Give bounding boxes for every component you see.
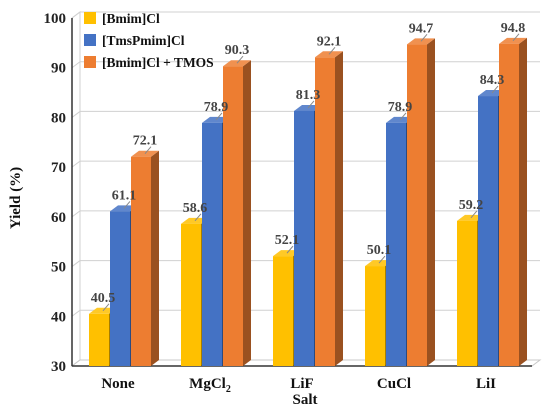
bars: [89, 37, 527, 367]
data-label-leader: [491, 85, 499, 94]
data-label-leader: [420, 34, 428, 42]
y-tick-label: 30: [51, 359, 66, 375]
gridline-side: [71, 111, 81, 118]
bar-front: [89, 313, 109, 366]
bar-front: [131, 156, 151, 366]
y-tick-label: 50: [51, 260, 66, 276]
data-label: 52.1: [275, 233, 300, 248]
data-label-leader: [236, 55, 244, 64]
gridline-side: [71, 11, 81, 19]
legend-swatch: [84, 12, 96, 24]
gridline-side: [71, 309, 81, 317]
legend-label: [TmsPmim]Cl: [102, 33, 185, 48]
x-tick-label: LiF: [290, 376, 313, 392]
y-tick-label: 100: [44, 11, 67, 27]
y-tick-label: 70: [51, 160, 66, 176]
data-label-leader: [378, 255, 386, 264]
bar-side: [243, 60, 251, 366]
x-tick-label: CuCl: [377, 376, 411, 392]
bar-front: [223, 66, 243, 367]
bar-front: [365, 266, 385, 366]
data-label: 72.1: [133, 134, 158, 149]
x-tick-label: None: [101, 376, 135, 392]
data-label-leader: [144, 146, 152, 155]
data-label: 50.1: [367, 243, 392, 258]
data-labels: 40.5 61.1 72.1 58.6 78.9 90.3 52.1 81.3 92.1 50.1…: [91, 21, 526, 312]
data-label-leader: [215, 112, 223, 121]
bar: [315, 51, 343, 366]
bar-front: [110, 211, 130, 366]
bar-front: [181, 223, 201, 366]
bar: [131, 150, 159, 366]
x-tick-label: LiI: [476, 376, 496, 392]
bar-front: [386, 122, 406, 366]
data-label: 58.6: [183, 201, 208, 216]
data-label: 84.3: [480, 73, 505, 88]
legend: [Bmim]Cl [TmsPmim]Cl [Bmim]Cl + TMOS: [84, 11, 214, 70]
gridline-side: [71, 210, 81, 218]
legend-swatch: [84, 34, 96, 46]
bar-side: [519, 37, 527, 366]
bar-side: [427, 38, 435, 366]
bar-front: [273, 256, 293, 366]
bar-side: [151, 150, 159, 366]
data-label: 81.3: [296, 88, 321, 103]
y-tick-label: 90: [51, 61, 66, 77]
bar-front: [478, 96, 498, 367]
bar-front: [202, 122, 222, 366]
x-axis-title: Salt: [292, 392, 317, 408]
gridline-side: [71, 160, 81, 168]
data-label-leader: [470, 210, 478, 219]
bar-front: [315, 57, 335, 366]
data-label-leader: [399, 112, 407, 121]
legend-swatch: [84, 56, 96, 68]
data-label: 61.1: [112, 188, 137, 203]
gridline-side: [71, 260, 81, 267]
bar: [499, 37, 527, 366]
y-axis-title: Yield (%): [8, 167, 24, 229]
x-tick-label: MgCl2: [189, 376, 231, 395]
gridline-side: [71, 61, 81, 69]
legend-label: [Bmim]Cl + TMOS: [102, 55, 214, 70]
bar: [223, 60, 251, 367]
bar-side: [335, 51, 343, 366]
data-label: 90.3: [225, 43, 250, 58]
data-label-leader: [307, 100, 315, 109]
data-label: 78.9: [388, 100, 413, 115]
data-label: 78.9: [204, 100, 229, 115]
bar-front: [407, 44, 427, 366]
data-label: 92.1: [317, 34, 342, 49]
bar: [407, 38, 435, 366]
bar-front: [457, 220, 477, 366]
data-label-leader: [512, 33, 520, 42]
data-label-leader: [194, 213, 202, 222]
legend-label: [Bmim]Cl: [102, 11, 160, 26]
data-label-leader: [123, 201, 131, 209]
data-label-leader: [286, 245, 294, 254]
y-tick-label: 80: [51, 110, 66, 126]
data-label-leader: [102, 303, 110, 312]
data-label: 40.5: [91, 291, 116, 306]
y-tick-label: 40: [51, 309, 66, 325]
data-label: 94.8: [501, 21, 526, 36]
data-label: 94.7: [409, 21, 434, 36]
y-tick-label: 60: [51, 210, 66, 226]
data-label-leader: [328, 46, 336, 55]
bar-front: [499, 43, 519, 366]
data-label: 59.2: [459, 198, 484, 213]
bar-front: [294, 110, 314, 366]
